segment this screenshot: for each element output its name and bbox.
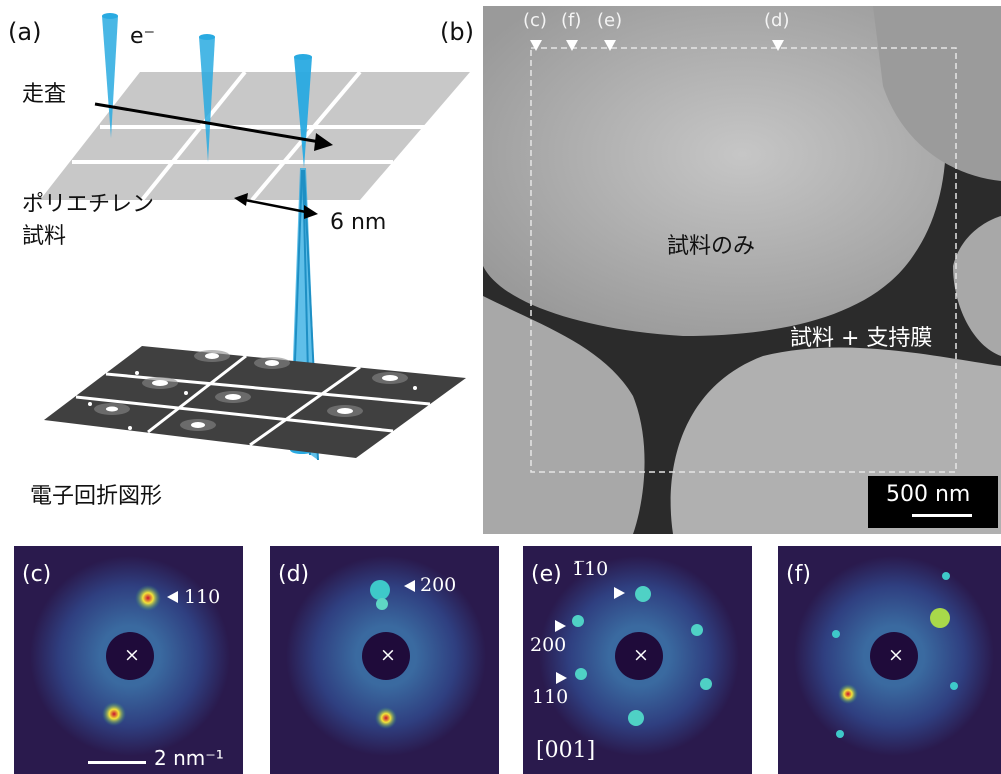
marker-f-label: (f) <box>561 10 582 31</box>
pattern-f-label: (f) <box>786 562 811 587</box>
scale-bar-reciprocal <box>88 761 146 764</box>
marker-e-label: (e) <box>597 10 623 31</box>
center-mark-d: × <box>380 644 396 666</box>
diffraction-grid <box>44 346 466 458</box>
sample-label-line1: ポリエチレン <box>22 192 155 217</box>
tem-micrograph <box>483 6 1001 534</box>
sample-only-label: 試料のみ <box>667 234 756 259</box>
sample-label-line2: 試料 <box>22 224 67 249</box>
center-mark-f: × <box>888 644 904 666</box>
arrow-e-200 <box>555 620 566 632</box>
marker-f-triangle <box>566 40 578 51</box>
pattern-e-image <box>539 556 739 756</box>
index-e-200: 200 <box>530 634 567 656</box>
electron-label: e⁻ <box>130 24 156 49</box>
sample-film-label: 試料 + 支持膜 <box>790 326 933 351</box>
pattern-d-label: (d) <box>278 562 310 587</box>
arrow-e-110 <box>556 672 567 684</box>
pattern-c-label: (c) <box>22 562 52 587</box>
marker-e-triangle <box>604 40 616 51</box>
tem-image <box>483 6 1001 534</box>
pattern-f-image <box>794 556 994 756</box>
scan-arrow <box>94 102 333 151</box>
distance-label: 6 nm <box>330 210 387 235</box>
pattern-e-label: (e) <box>531 562 562 587</box>
scan-label: 走査 <box>22 82 67 107</box>
sample-grid <box>40 70 470 202</box>
panel-a-label: (a) <box>8 18 42 46</box>
zone-axis-label: [001] <box>536 738 596 763</box>
arrow-e-1bar10 <box>614 587 625 599</box>
distance-arrow <box>234 193 318 219</box>
pattern-f <box>778 546 1001 774</box>
diffraction-label: 電子回折図形 <box>30 484 163 509</box>
index-e-110: 110 <box>532 686 569 708</box>
panel-b-label: (b) <box>440 18 474 46</box>
marker-d-triangle <box>772 40 784 51</box>
index-e-1bar10: 1̅10 <box>572 558 609 580</box>
marker-d-label: (d) <box>764 10 790 31</box>
pattern-d-image <box>286 556 486 756</box>
pattern-d <box>270 546 499 774</box>
index-c-110: 110 <box>184 586 221 608</box>
marker-c-label: (c) <box>523 10 547 31</box>
pattern-e <box>523 546 752 774</box>
arrow-c-110 <box>167 591 178 603</box>
scale-label-reciprocal: 2 nm⁻¹ <box>154 746 224 770</box>
scale-bar-label: 500 nm <box>886 482 971 507</box>
scanning-diagram <box>40 13 470 461</box>
index-d-200: 200 <box>420 574 457 596</box>
scale-bar-box <box>868 476 998 528</box>
marker-c-triangle <box>530 40 542 51</box>
center-mark-c: × <box>124 644 140 666</box>
arrow-d-200 <box>404 580 415 592</box>
pattern-c-image <box>30 556 230 756</box>
center-mark-e: × <box>633 644 649 666</box>
scale-bar <box>912 514 972 517</box>
pattern-c <box>14 546 243 774</box>
